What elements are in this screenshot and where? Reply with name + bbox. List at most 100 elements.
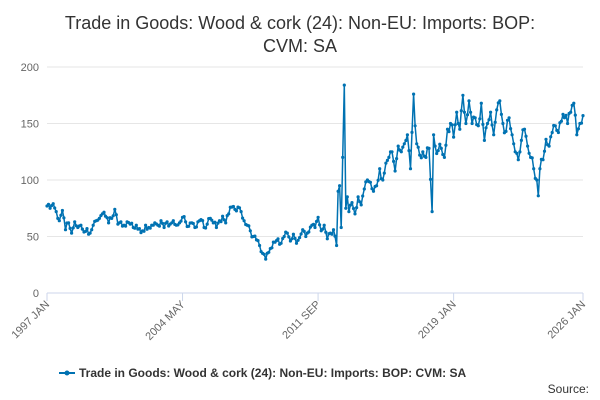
source-credit[interactable]: Source: [548, 382, 589, 396]
data-point [390, 150, 394, 154]
chart-title: Trade in Goods: Wood & cork (24): Non-EU… [65, 13, 535, 56]
data-point [239, 210, 243, 214]
y-tick-label: 0 [33, 288, 39, 300]
data-point [516, 158, 520, 162]
data-point [559, 119, 564, 123]
data-point [60, 208, 64, 213]
data-point [91, 223, 95, 227]
data-point [405, 133, 409, 137]
data-point [68, 226, 72, 230]
data-point [376, 178, 380, 182]
data-point [359, 203, 363, 207]
data-point [227, 212, 231, 216]
data-point [111, 214, 115, 218]
data-point [338, 184, 342, 188]
data-point [142, 229, 146, 233]
x-tick-label: 2011 SEP [280, 299, 323, 342]
data-point [231, 204, 235, 209]
data-point [510, 133, 514, 137]
data-point [314, 219, 319, 224]
grid-lines [47, 66, 583, 294]
data-point [79, 223, 83, 227]
data-point [213, 220, 217, 224]
data-point [456, 121, 460, 126]
data-point [501, 121, 505, 126]
data-point [234, 209, 238, 213]
data-point [476, 124, 480, 128]
data-point [522, 127, 527, 131]
data-point [241, 216, 245, 220]
data-point [535, 178, 539, 182]
x-tick-label: 2004 MAY [143, 298, 188, 343]
data-point [495, 108, 499, 112]
data-point [530, 156, 534, 160]
data-point [53, 206, 57, 210]
data-point [222, 218, 226, 222]
data-point [392, 159, 396, 163]
data-point [336, 189, 340, 193]
data-point [576, 127, 581, 131]
data-point [105, 216, 109, 220]
data-point [182, 215, 186, 219]
data-point [519, 138, 524, 142]
data-point [450, 123, 454, 127]
data-point [187, 224, 191, 228]
data-point [201, 219, 205, 223]
data-point [51, 202, 55, 206]
data-point [339, 225, 343, 230]
data-point [85, 227, 89, 231]
data-point [424, 155, 428, 159]
data-point [224, 221, 228, 225]
data-point [258, 243, 262, 248]
legend-point-marker [64, 370, 70, 376]
data-point [470, 121, 474, 126]
data-point [63, 228, 68, 232]
data-point [542, 149, 547, 153]
data-point [299, 232, 303, 236]
data-point [562, 116, 567, 120]
data-point [512, 142, 516, 146]
data-point [375, 184, 379, 188]
data-point [162, 225, 166, 230]
data-point [430, 210, 434, 214]
data-point [214, 225, 218, 230]
data-point [581, 114, 585, 118]
data-point [444, 143, 448, 147]
data-point [355, 206, 359, 210]
y-tick-label: 200 [21, 62, 39, 74]
data-point [282, 234, 286, 239]
series-line [46, 84, 584, 260]
data-point [279, 241, 283, 245]
data-point [184, 220, 188, 224]
data-point [341, 155, 345, 159]
data-point [569, 110, 573, 114]
data-point [88, 231, 92, 235]
data-point [469, 110, 473, 114]
data-point [151, 223, 155, 227]
y-tick-label: 50 [27, 232, 39, 244]
data-point [133, 226, 137, 230]
data-point [499, 112, 503, 116]
data-point [322, 223, 326, 227]
data-point [515, 151, 519, 155]
data-point [547, 144, 551, 148]
data-point [402, 142, 406, 146]
data-point [347, 210, 351, 214]
legend[interactable]: Trade in Goods: Wood & cork (24): Non-EU… [59, 366, 466, 380]
data-point [194, 225, 198, 229]
data-point [421, 150, 425, 154]
x-axis: 1997 JAN 2004 MAY 2011 SEP 2019 JAN 2026 JAN [9, 292, 588, 343]
data-point [350, 201, 354, 205]
data-point [396, 144, 400, 148]
data-point [487, 118, 491, 122]
data-point [553, 124, 557, 128]
data-point [256, 239, 260, 243]
data-point [550, 130, 554, 135]
data-point [179, 219, 183, 223]
data-point [436, 149, 440, 153]
data-point [302, 229, 306, 233]
data-point [509, 127, 513, 131]
x-tick-label: 1997 JAN [9, 299, 52, 342]
data-point [331, 228, 336, 232]
data-point [412, 92, 416, 96]
